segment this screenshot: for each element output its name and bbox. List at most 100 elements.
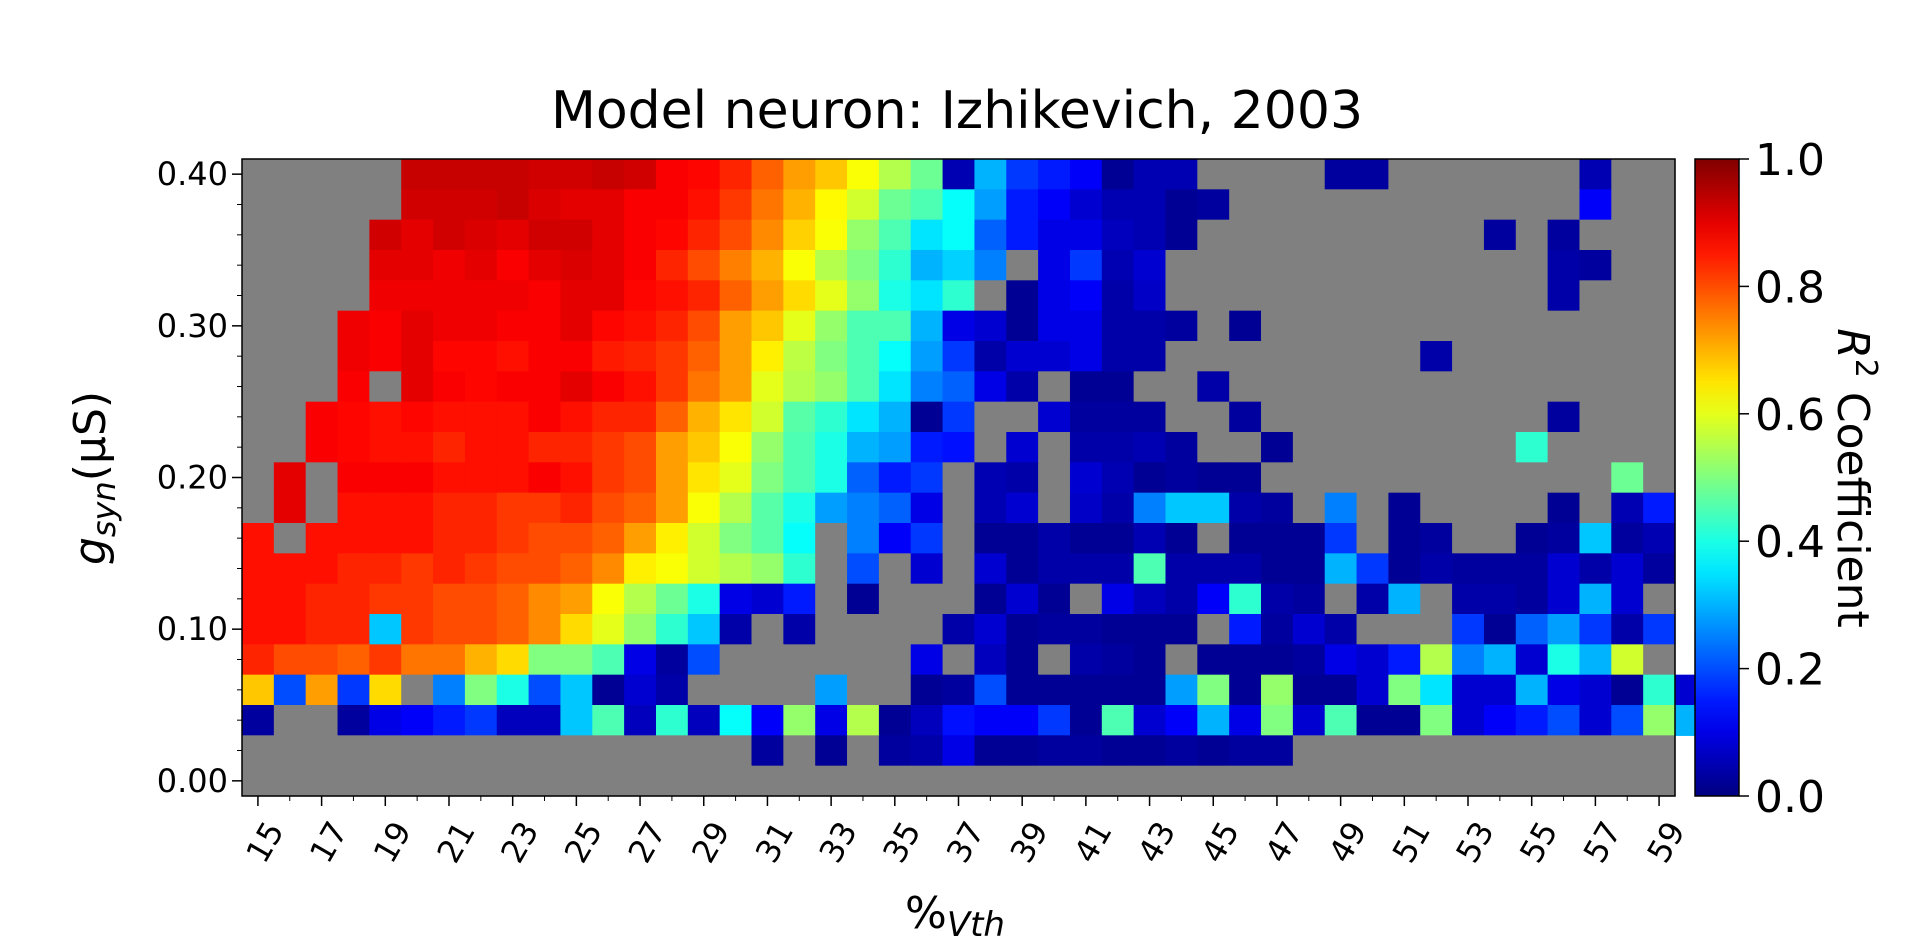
heatmap-cell xyxy=(560,553,593,585)
heatmap-cell xyxy=(1006,401,1039,433)
heatmap-cell xyxy=(1038,159,1071,190)
heatmap-cell xyxy=(1388,492,1421,524)
heatmap-cell xyxy=(974,219,1007,251)
heatmap-cell xyxy=(1452,765,1485,797)
heatmap-cell xyxy=(1579,462,1612,494)
heatmap-cell xyxy=(433,705,466,736)
heatmap-cell xyxy=(1101,674,1135,706)
heatmap-cell xyxy=(1643,462,1676,494)
heatmap-cell xyxy=(1038,280,1071,312)
heatmap-cell xyxy=(1069,735,1103,767)
heatmap-cell xyxy=(433,735,466,767)
heatmap-cell xyxy=(1579,583,1612,615)
heatmap-cell xyxy=(1579,492,1612,524)
heatmap-cell xyxy=(1133,159,1167,190)
heatmap-cell xyxy=(1579,644,1612,676)
heatmap-cell xyxy=(1579,523,1612,554)
heatmap-cell xyxy=(305,189,339,221)
heatmap-cell xyxy=(1483,674,1517,706)
heatmap-cell xyxy=(433,765,466,797)
heatmap-cell xyxy=(1165,765,1198,797)
x-tick-label: 41 xyxy=(1066,815,1119,869)
heatmap-cell xyxy=(1069,250,1103,281)
heatmap-cell xyxy=(242,674,275,706)
x-tick-label: 47 xyxy=(1257,815,1310,869)
heatmap-cell xyxy=(1420,492,1453,524)
x-tick-label: 49 xyxy=(1321,815,1374,869)
heatmap-cell xyxy=(910,401,944,433)
heatmap-cell xyxy=(1515,492,1549,524)
heatmap-cell xyxy=(1547,492,1581,524)
heatmap-cell xyxy=(974,644,1007,676)
heatmap-cell xyxy=(719,523,753,554)
heatmap-cell xyxy=(1006,462,1039,494)
heatmap-cell xyxy=(496,280,530,312)
heatmap-cell xyxy=(401,553,434,585)
heatmap-cell xyxy=(1324,583,1358,615)
heatmap-cell xyxy=(910,492,944,524)
heatmap-cell xyxy=(1420,159,1453,190)
heatmap-cell xyxy=(464,462,498,494)
heatmap-cell xyxy=(1324,553,1358,585)
heatmap-cell xyxy=(1483,644,1517,676)
heatmap-cell xyxy=(1261,553,1294,585)
heatmap-cell xyxy=(1643,341,1676,372)
heatmap-cell xyxy=(1452,401,1485,433)
heatmap-cell xyxy=(624,189,657,221)
heatmap-cell xyxy=(242,189,275,221)
x-tick-label: 57 xyxy=(1576,815,1629,869)
heatmap-cell xyxy=(369,280,402,312)
heatmap-cell xyxy=(847,371,880,403)
heatmap-cell xyxy=(655,159,689,190)
heatmap-cell xyxy=(1292,705,1326,736)
heatmap-cell xyxy=(1165,705,1198,736)
colorbar-label-prefix: R xyxy=(1827,328,1878,359)
heatmap-cell xyxy=(1643,674,1676,706)
heatmap-cell xyxy=(942,371,976,403)
x-tick-label: 19 xyxy=(366,815,419,869)
heatmap-cell xyxy=(1261,219,1294,251)
heatmap-cell xyxy=(1038,583,1071,615)
heatmap-cell xyxy=(624,159,657,190)
heatmap-cell xyxy=(1069,401,1103,433)
heatmap-cell xyxy=(878,250,912,281)
heatmap-cell xyxy=(1420,644,1453,676)
heatmap-cell xyxy=(1547,644,1581,676)
heatmap-cell xyxy=(1579,280,1612,312)
heatmap-cell xyxy=(1165,371,1198,403)
heatmap-cell xyxy=(369,219,402,251)
heatmap-cell xyxy=(847,674,880,706)
heatmap-cell xyxy=(1324,462,1358,494)
heatmap-cell xyxy=(1356,159,1389,190)
heatmap-cell xyxy=(1547,280,1581,312)
heatmap-cell xyxy=(305,280,339,312)
heatmap-cell xyxy=(528,553,562,585)
heatmap-cell xyxy=(655,432,689,463)
heatmap-cell xyxy=(242,765,275,797)
heatmap-cell xyxy=(1006,553,1039,585)
heatmap-cell xyxy=(878,280,912,312)
heatmap-cell xyxy=(1006,735,1039,767)
heatmap-cell xyxy=(1229,523,1262,554)
heatmap-cell xyxy=(815,432,848,463)
heatmap-cell xyxy=(1229,250,1262,281)
heatmap-cell xyxy=(1069,553,1103,585)
heatmap-cell xyxy=(974,189,1007,221)
heatmap-cell xyxy=(337,674,370,706)
heatmap-cell xyxy=(401,614,434,645)
heatmap-cell xyxy=(433,523,466,554)
heatmap-cell xyxy=(1515,735,1549,767)
heatmap-cell xyxy=(592,553,625,585)
heatmap-cell xyxy=(433,462,466,494)
heatmap-cell xyxy=(369,735,402,767)
heatmap-cell xyxy=(1069,371,1103,403)
heatmap-cell xyxy=(1611,189,1644,221)
heatmap-cell xyxy=(273,250,307,281)
heatmap-cell xyxy=(1133,462,1167,494)
heatmap-cell xyxy=(528,159,562,190)
heatmap-cell xyxy=(1165,159,1198,190)
heatmap-cell xyxy=(624,523,657,554)
colorbar-tick-label: 0.2 xyxy=(1755,645,1825,696)
heatmap-cell xyxy=(273,189,307,221)
heatmap-cell xyxy=(910,553,944,585)
